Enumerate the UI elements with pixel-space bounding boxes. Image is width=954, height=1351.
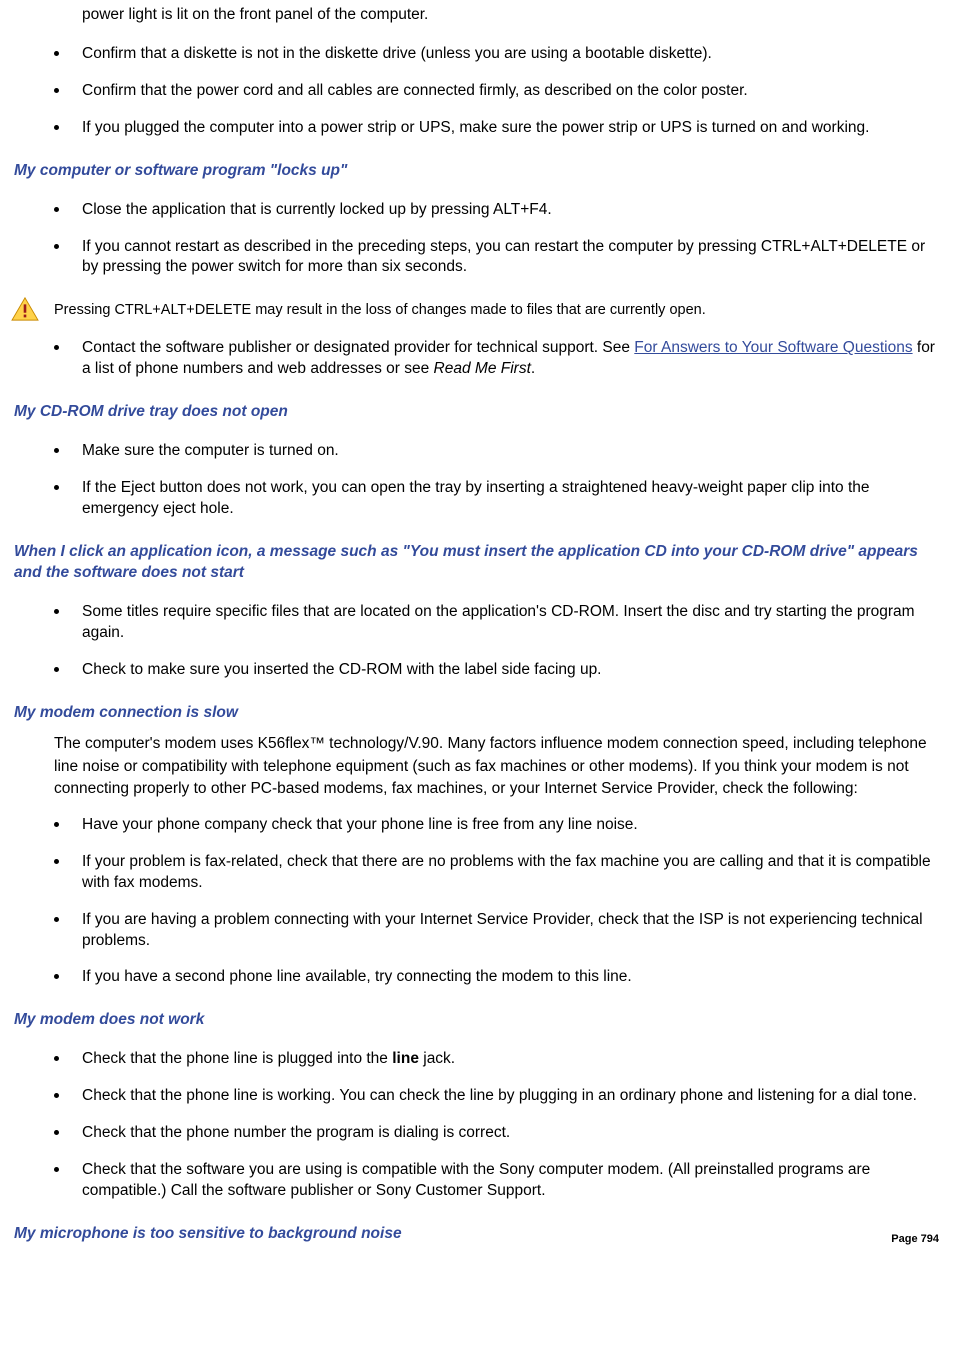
locks-up-bullets-top: Close the application that is currently … (10, 192, 944, 287)
list-item: Check to make sure you inserted the CD-R… (10, 652, 944, 689)
list-item: If the Eject button does not work, you c… (10, 470, 944, 528)
list-item: Check that the phone number the program … (10, 1115, 944, 1152)
modem-slow-bullets: Have your phone company check that your … (10, 807, 944, 997)
heading-app-cd: When I click an application icon, a mess… (14, 542, 944, 584)
modem-nowork-bullets: Check that the phone line is plugged int… (10, 1041, 944, 1210)
warning-icon (10, 296, 40, 322)
text-fragment: Contact the software publisher or design… (82, 339, 634, 356)
list-item: Check that the phone line is plugged int… (10, 1041, 944, 1078)
emphasis-read-me-first: Read Me First (434, 360, 531, 377)
heading-locks-up: My computer or software program "locks u… (14, 161, 944, 182)
list-item: Confirm that the power cord and all cabl… (10, 73, 944, 110)
text-fragment: Check that the phone line is plugged int… (82, 1050, 392, 1067)
list-item: Contact the software publisher or design… (10, 330, 944, 388)
heading-cdrom-tray: My CD-ROM drive tray does not open (14, 402, 944, 423)
modem-slow-paragraph: The computer's modem uses K56flex™ techn… (54, 733, 934, 800)
page-container: power light is lit on the front panel of… (0, 5, 954, 1260)
list-item: If you are having a problem connecting w… (10, 902, 944, 960)
list-item: If you plugged the computer into a power… (10, 110, 944, 147)
text-fragment: jack. (419, 1050, 455, 1067)
list-item: Close the application that is currently … (10, 192, 944, 229)
list-item: Some titles require specific files that … (10, 594, 944, 652)
warning-text: Pressing CTRL+ALT+DELETE may result in t… (54, 296, 706, 320)
app-cd-bullets: Some titles require specific files that … (10, 594, 944, 689)
list-item: Have your phone company check that your … (10, 807, 944, 844)
text-fragment: . (531, 360, 535, 377)
list-item: If you cannot restart as described in th… (10, 229, 944, 287)
list-item: If you have a second phone line availabl… (10, 959, 944, 996)
locks-up-bullets-bottom: Contact the software publisher or design… (10, 330, 944, 388)
intro-bullet-list: Confirm that a diskette is not in the di… (10, 36, 944, 147)
link-software-questions[interactable]: For Answers to Your Software Questions (634, 339, 912, 356)
heading-modem-slow: My modem connection is slow (14, 703, 944, 724)
bold-line: line (392, 1050, 419, 1067)
fragment-power-light: power light is lit on the front panel of… (82, 5, 944, 26)
page-number: Page 794 (891, 1233, 939, 1245)
list-item: Check that the phone line is working. Yo… (10, 1078, 944, 1115)
list-item: Confirm that a diskette is not in the di… (10, 36, 944, 73)
warning-row: Pressing CTRL+ALT+DELETE may result in t… (10, 296, 944, 322)
footer-row: My microphone is too sensitive to backgr… (10, 1224, 944, 1245)
list-item: Check that the software you are using is… (10, 1152, 944, 1210)
cdrom-tray-bullets: Make sure the computer is turned on. If … (10, 433, 944, 528)
list-item: If your problem is fax-related, check th… (10, 844, 944, 902)
heading-microphone: My microphone is too sensitive to backgr… (14, 1224, 944, 1245)
list-item: Make sure the computer is turned on. (10, 433, 944, 470)
heading-modem-nowork: My modem does not work (14, 1010, 944, 1031)
